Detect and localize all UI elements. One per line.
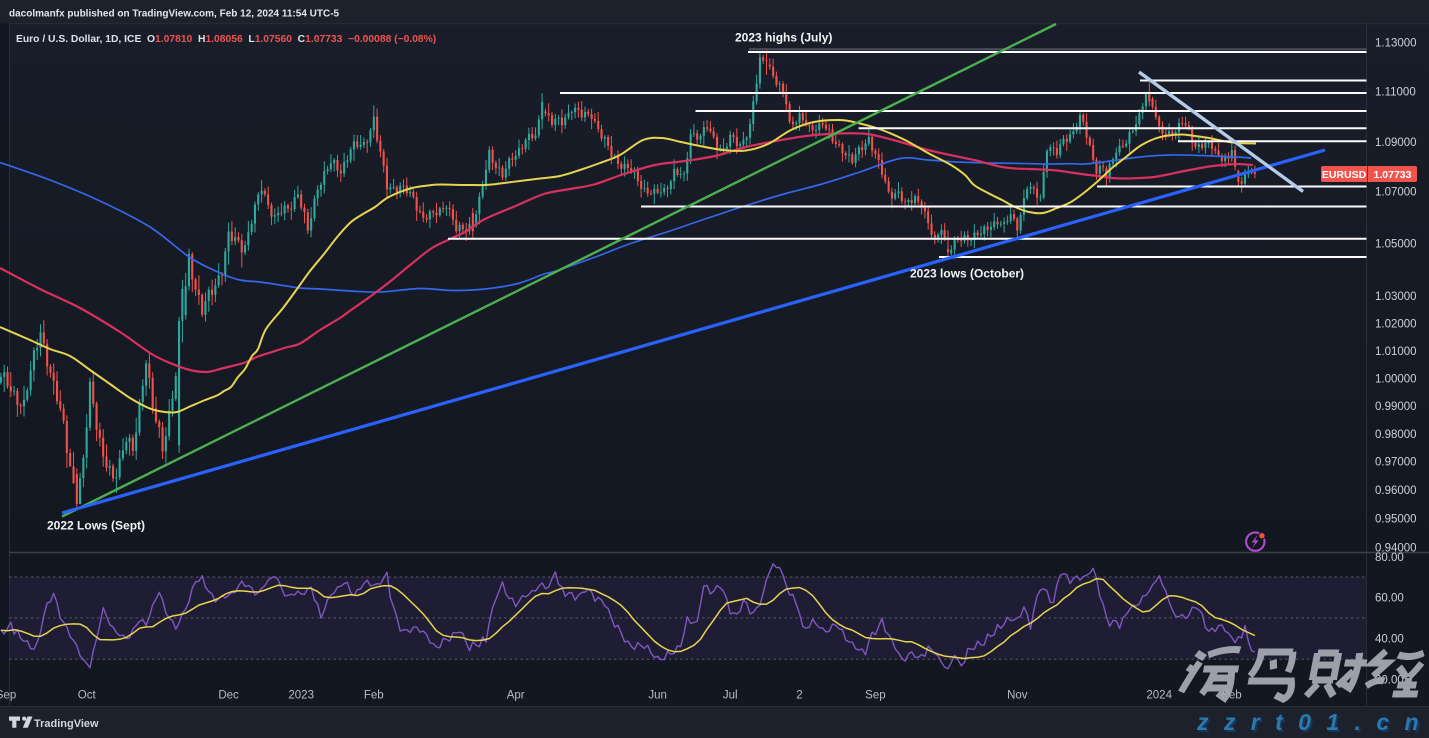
svg-text:2024: 2024 — [1146, 690, 1172, 702]
svg-text:1.11000: 1.11000 — [1375, 87, 1416, 99]
svg-text:2: 2 — [796, 690, 802, 702]
svg-text:Euro / U.S. Dollar, 1D, ICE O: Euro / U.S. Dollar, 1D, ICE O1.07810 H1.… — [16, 34, 436, 45]
svg-text:1.02000: 1.02000 — [1375, 319, 1417, 331]
svg-text:z z r t 0 1 . c n: z z r t 0 1 . c n — [1196, 709, 1423, 735]
svg-text:1.05000: 1.05000 — [1375, 239, 1417, 251]
svg-text:Sep: Sep — [865, 690, 885, 702]
svg-text:2023: 2023 — [288, 690, 314, 702]
svg-text:Nov: Nov — [1007, 690, 1028, 702]
svg-text:60.00: 60.00 — [1375, 593, 1404, 605]
svg-text:1.00000: 1.00000 — [1375, 373, 1417, 385]
svg-text:0.96000: 0.96000 — [1375, 485, 1417, 497]
svg-text:1.01000: 1.01000 — [1375, 346, 1417, 358]
svg-text:1.07733: 1.07733 — [1374, 169, 1412, 181]
svg-text:2023 highs (July): 2023 highs (July) — [735, 31, 832, 45]
svg-text:0.99000: 0.99000 — [1375, 401, 1417, 413]
svg-text:0.98000: 0.98000 — [1375, 429, 1417, 441]
svg-text:Feb: Feb — [364, 690, 384, 702]
svg-text:0.95000: 0.95000 — [1375, 513, 1417, 525]
svg-text:0.97000: 0.97000 — [1375, 457, 1417, 469]
svg-text:0.94000: 0.94000 — [1375, 542, 1417, 554]
svg-text:z z r t 0 1 . c n: z z r t 0 1 . c n — [1198, 711, 1425, 737]
svg-text:2023 lows (October): 2023 lows (October) — [910, 267, 1024, 281]
svg-text:1.03000: 1.03000 — [1375, 291, 1417, 303]
svg-text:EURUSD: EURUSD — [1322, 169, 1367, 181]
svg-text:1.07000: 1.07000 — [1375, 187, 1417, 199]
svg-text:Jul: Jul — [723, 690, 738, 702]
svg-text:2022 Lows (Sept): 2022 Lows (Sept) — [47, 519, 145, 533]
svg-text:Jun: Jun — [648, 690, 667, 702]
svg-text:Dec: Dec — [218, 690, 239, 702]
svg-text:Sep: Sep — [0, 690, 16, 702]
svg-text:TradingView: TradingView — [34, 718, 99, 730]
svg-text:Apr: Apr — [507, 690, 525, 702]
svg-text:dacolmanfx published on Tradin: dacolmanfx published on TradingView.com,… — [9, 9, 340, 20]
svg-text:Oct: Oct — [78, 690, 97, 702]
svg-text:1.09000: 1.09000 — [1375, 137, 1417, 149]
svg-text:1.13000: 1.13000 — [1375, 38, 1417, 50]
svg-text:80.00: 80.00 — [1375, 552, 1404, 564]
svg-text:40.00: 40.00 — [1375, 634, 1404, 646]
